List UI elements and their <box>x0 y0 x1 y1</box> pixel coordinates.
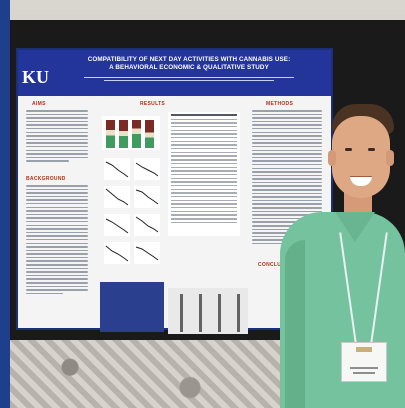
right-ear <box>386 150 394 166</box>
background-heading: BACKGROUND <box>26 176 66 182</box>
conclusions-heading: CONCLUSIONS <box>258 262 299 268</box>
poster-authors <box>54 76 324 83</box>
demand-curve-graph <box>134 242 160 264</box>
poster-title: COMPATIBILITY OF NEXT DAY ACTIVITIES WIT… <box>54 56 324 72</box>
demand-curve-graph <box>134 158 160 180</box>
aims-text <box>26 110 88 164</box>
results-bar-chart <box>102 116 160 150</box>
methods-heading: METHODS <box>266 101 294 107</box>
carpet-floor <box>10 340 310 408</box>
results-heading: RESULTS <box>140 101 166 107</box>
demand-curve-graph <box>104 242 130 264</box>
left-eye <box>345 148 352 151</box>
poster-title-line-1: COMPATIBILITY OF NEXT DAY ACTIVITIES WIT… <box>87 56 291 63</box>
background-text <box>26 185 88 296</box>
right-eye <box>368 148 375 151</box>
aims-heading: AIMS <box>32 101 46 107</box>
results-table <box>168 112 240 236</box>
demand-curve-graph <box>104 158 130 180</box>
demand-curve-graph <box>134 186 160 208</box>
poster-title-line-2: A BEHAVIORAL ECONOMIC & QUALITATIVE STUD… <box>109 63 269 71</box>
badge-logo <box>356 347 372 352</box>
demand-curve-graph <box>104 214 130 236</box>
badge-affiliation-line <box>353 372 375 374</box>
demand-curve-graph <box>104 186 130 208</box>
shirt-shadow <box>285 240 305 408</box>
smile <box>350 176 372 186</box>
name-badge <box>341 342 387 382</box>
results-summary-box <box>100 282 164 332</box>
coded-themes-table <box>168 288 248 334</box>
badge-name-line <box>350 367 378 369</box>
university-logo: KU <box>22 67 49 87</box>
poster-header: KU COMPATIBILITY OF NEXT DAY ACTIVITIES … <box>18 50 331 96</box>
demand-curve-graph <box>134 214 160 236</box>
left-ear <box>328 150 336 166</box>
